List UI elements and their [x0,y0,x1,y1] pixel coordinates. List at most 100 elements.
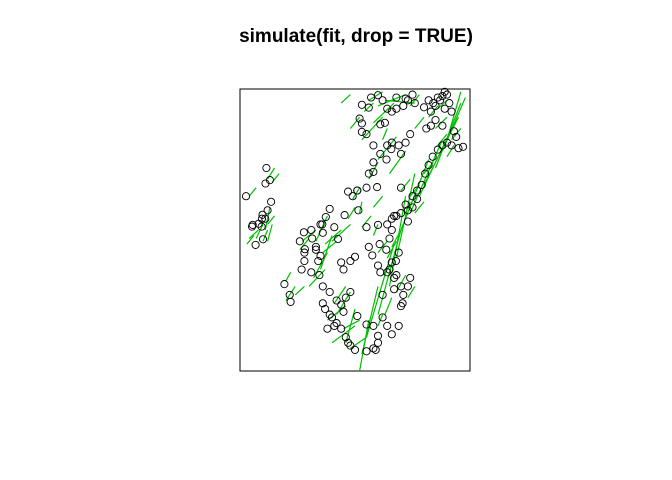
data-point-26 [330,223,339,232]
segment-35 [301,229,317,242]
data-point-168 [429,99,438,108]
data-point-143 [390,285,399,294]
data-point-63 [421,169,430,178]
data-point-55 [373,220,383,229]
segment-40 [248,229,259,239]
data-point-172 [387,107,396,116]
segment-4 [388,196,407,287]
data-point-178 [447,107,456,116]
segment-24 [343,319,360,330]
data-point-84 [355,114,364,123]
data-point-150 [399,290,408,299]
data-point-47 [387,258,396,267]
data-point-156 [390,211,399,220]
data-point-128 [318,299,327,308]
segment-37 [264,207,271,231]
data-point-144 [378,290,387,299]
data-point-79 [392,93,401,102]
segment-42 [255,224,264,239]
data-point-62 [417,180,426,189]
data-point-0 [241,192,251,201]
data-point-112 [350,345,360,354]
data-point-127 [321,304,330,314]
data-point-100 [263,206,272,215]
segment-65 [423,161,434,174]
data-point-97 [438,92,447,101]
data-point-116 [373,338,383,347]
data-point-175 [403,96,412,105]
chart-title: simulate(fit, drop = TRUE) [239,26,473,47]
data-point-58 [392,211,401,220]
data-point-162 [383,141,392,150]
data-point-57 [387,214,396,223]
data-point-138 [300,248,309,257]
data-point-157 [396,209,406,218]
data-point-111 [346,341,355,350]
data-point-10 [251,240,260,249]
data-point-141 [316,220,325,229]
data-point-61 [413,186,422,195]
segment-32 [315,215,328,242]
segment-74 [368,91,383,101]
data-point-83 [357,100,366,109]
data-point-147 [387,330,396,339]
data-point-146 [383,321,392,330]
data-point-152 [406,273,415,282]
data-point-154 [385,234,394,243]
data-point-121 [339,307,348,316]
data-point-108 [337,324,346,333]
data-point-40 [354,206,363,215]
data-point-41 [362,223,371,232]
data-point-148 [394,321,403,330]
segment-73 [409,94,420,107]
data-point-98 [433,93,442,102]
data-point-4 [257,222,266,231]
data-point-70 [454,144,463,153]
data-point-8 [265,176,274,185]
data-point-137 [300,256,309,266]
segment-15 [384,99,415,104]
segment-46 [294,285,305,296]
data-point-181 [431,101,440,110]
data-point-106 [346,256,355,266]
data-point-140 [318,228,327,237]
data-point-67 [438,141,447,150]
segment-57 [384,297,393,315]
data-point-82 [364,103,373,112]
data-point-86 [357,127,366,136]
data-point-107 [350,252,360,261]
data-point-120 [353,311,362,321]
data-point-173 [392,104,401,113]
data-point-139 [311,242,320,251]
data-point-104 [337,258,346,267]
data-point-16 [299,228,308,237]
data-point-159 [408,203,417,212]
data-point-180 [424,96,433,105]
points-layer [241,87,468,356]
data-point-130 [337,300,346,309]
data-point-149 [396,302,406,311]
data-point-134 [318,282,327,291]
data-point-135 [315,271,324,280]
data-point-75 [426,107,435,116]
data-point-169 [436,96,445,105]
segment-51 [372,224,379,236]
segment-31 [324,229,342,245]
data-point-59 [401,200,410,209]
data-point-21 [314,256,323,266]
data-point-34 [373,183,382,192]
segment-77 [340,94,351,104]
data-point-76 [419,103,429,112]
segment-69 [414,116,425,129]
data-point-145 [378,313,387,322]
data-point-94 [353,186,362,195]
data-point-24 [321,212,330,222]
segment-41 [246,235,255,245]
data-point-142 [385,265,394,274]
segment-78 [382,128,388,141]
segment-22 [345,308,356,343]
segment-76 [349,116,361,129]
segment-64 [400,178,411,191]
data-point-118 [369,321,378,330]
segment-17 [377,136,397,160]
